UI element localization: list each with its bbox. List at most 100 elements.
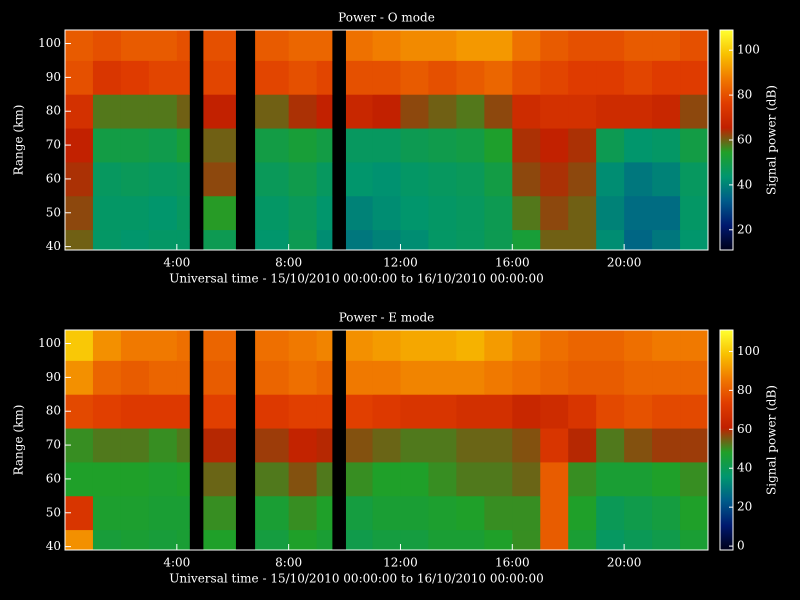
heatmap-cell <box>428 360 457 395</box>
heatmap-cell <box>345 330 373 361</box>
y-tick-label: 80 <box>46 104 61 118</box>
heatmap-cell <box>596 529 625 551</box>
heatmap-cell <box>176 195 190 231</box>
heatmap-cell <box>680 330 709 361</box>
heatmap-cell <box>203 60 236 95</box>
heatmap-cell <box>680 428 709 463</box>
heatmap-cell <box>568 428 597 463</box>
heatmap-cell <box>596 229 625 251</box>
heatmap-cell <box>345 360 373 395</box>
y-tick-label: 60 <box>46 471 61 485</box>
heatmap-cell <box>372 94 401 129</box>
heatmap-cell <box>540 394 569 429</box>
heatmap-cell <box>484 462 513 497</box>
heatmap-cell <box>176 330 190 361</box>
y-axis-label: Range (km) <box>12 405 26 476</box>
heatmap-cell <box>624 462 653 497</box>
chart-title: Power - E mode <box>339 311 435 325</box>
heatmap-cell <box>345 462 373 497</box>
heatmap-cell <box>316 462 333 497</box>
heatmap-cell <box>680 162 709 197</box>
heatmap-cell <box>596 128 625 163</box>
heatmap-cell <box>680 128 709 163</box>
heatmap-cell <box>680 30 709 61</box>
colorbar-tick-label: 80 <box>737 383 752 397</box>
heatmap-cell <box>255 462 290 497</box>
heatmap-cell <box>680 195 709 231</box>
plot-frame <box>64 329 709 551</box>
heatmap-cell <box>596 428 625 463</box>
colorbar-label: Signal power (dB) <box>765 85 779 195</box>
heatmap-cell <box>92 529 122 551</box>
heatmap-cell <box>176 428 190 463</box>
heatmap-cell <box>484 94 513 129</box>
heatmap-cell <box>345 162 373 197</box>
colorbar-tick-label: 20 <box>737 222 752 236</box>
heatmap-cell <box>65 30 94 61</box>
heatmap-cell <box>456 94 485 129</box>
heatmap-cell <box>624 94 653 129</box>
heatmap-cell <box>372 462 401 497</box>
heatmap-cell <box>540 529 569 551</box>
heatmap-cell <box>596 195 625 231</box>
heatmap-cell <box>345 229 373 251</box>
heatmap-cell <box>624 330 653 361</box>
heatmap-cell <box>652 360 681 395</box>
y-tick-label: 80 <box>46 404 61 418</box>
heatmap-cell <box>428 394 457 429</box>
heatmap-cell <box>540 60 569 95</box>
heatmap-cell <box>120 529 150 551</box>
heatmap-cell <box>568 330 597 361</box>
heatmap-cell <box>484 394 513 429</box>
heatmap-cell <box>176 60 190 95</box>
heatmap-cell <box>484 229 513 251</box>
heatmap-cell <box>203 360 236 395</box>
heatmap-cell <box>652 529 681 551</box>
heatmap-cell <box>428 60 457 95</box>
chart-title: Power - O mode <box>338 11 435 25</box>
heatmap-cell <box>400 394 429 429</box>
heatmap-cell <box>316 128 333 163</box>
heatmap-cell <box>428 229 457 251</box>
heatmap-cell <box>203 94 236 129</box>
heatmap-cell <box>456 394 485 429</box>
heatmap-cell <box>484 162 513 197</box>
heatmap-cell <box>255 60 290 95</box>
colorbar-label: Signal power (dB) <box>765 385 779 495</box>
heatmap-cell <box>316 360 333 395</box>
heatmap-cell <box>255 94 290 129</box>
heatmap-cell <box>652 495 681 531</box>
heatmap-cell <box>512 529 541 551</box>
heatmap-cell <box>255 495 290 531</box>
heatmap-cell <box>428 495 457 531</box>
heatmap-cell <box>512 330 541 361</box>
heatmap-cell <box>92 394 122 429</box>
heatmap-cell <box>92 229 122 251</box>
heatmap-cell <box>148 330 178 361</box>
heatmap-cell <box>148 162 178 197</box>
colorbar-tick-label: 60 <box>737 422 752 436</box>
heatmap-cell <box>255 229 290 251</box>
y-tick-label: 90 <box>46 370 61 384</box>
heatmap-cell <box>372 30 401 61</box>
heatmap-cell <box>512 60 541 95</box>
heatmap-cell <box>428 128 457 163</box>
colorbar-tick-label: 60 <box>737 133 752 147</box>
heatmap-cell <box>484 195 513 231</box>
heatmap-cell <box>484 428 513 463</box>
heatmap-cell <box>624 128 653 163</box>
heatmap-cell <box>316 162 333 197</box>
heatmap-cell <box>596 60 625 95</box>
heatmap-cell <box>65 529 94 551</box>
heatmap-cell <box>288 360 318 395</box>
x-tick-label: 4:00 <box>163 256 190 270</box>
heatmap-cell <box>512 462 541 497</box>
heatmap-cell <box>148 30 178 61</box>
heatmap-cell <box>484 330 513 361</box>
heatmap-cell <box>596 462 625 497</box>
heatmap-cell <box>512 360 541 395</box>
heatmap-cell <box>288 428 318 463</box>
heatmap-cell <box>568 60 597 95</box>
heatmap-cell <box>316 30 333 61</box>
